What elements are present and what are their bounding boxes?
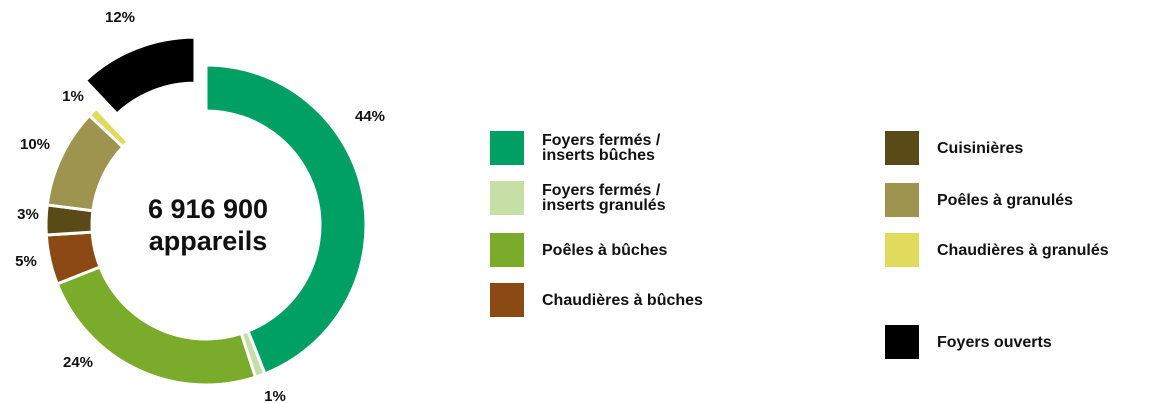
legend-swatch	[490, 283, 524, 317]
legend-item: Foyers fermés / inserts granulés	[490, 181, 712, 215]
donut-segment	[87, 106, 131, 150]
legend-item: Foyers fermés / inserts bûches	[490, 131, 712, 165]
legend-label: Foyers ouverts	[937, 333, 1052, 351]
legend-item: Poêles à bûches	[490, 233, 712, 267]
value-label: 1%	[264, 388, 286, 403]
legend-item: Cuisinières	[885, 131, 1158, 165]
legend-swatch	[490, 233, 524, 267]
value-label: 44%	[355, 108, 385, 125]
legend-item: Chaudières à bûches	[490, 283, 712, 317]
value-label: 1%	[62, 88, 84, 105]
value-label: 10%	[20, 136, 50, 153]
legend-swatch	[490, 181, 524, 215]
legend-label: Cuisinières	[937, 139, 1024, 157]
legend-label: Chaudières à bûches	[542, 291, 703, 309]
value-label: 12%	[105, 9, 135, 26]
legend-label: Poêles à bûches	[542, 241, 668, 259]
legend-label: Chaudières à granulés	[937, 241, 1109, 259]
donut-segment	[204, 63, 368, 376]
legend-swatch	[885, 131, 919, 165]
center-text: appareils	[149, 226, 268, 256]
center-text: 6 916 900	[148, 194, 268, 224]
donut-segment	[83, 35, 197, 117]
legend-label: Poêles à granulés	[937, 191, 1074, 209]
value-label: 3%	[17, 206, 39, 223]
value-label: 5%	[15, 253, 37, 270]
legend-label: Foyers fermés / inserts bûches	[542, 132, 661, 164]
legend-item: Foyers ouverts	[885, 325, 1158, 359]
legend-label: Foyers fermés / inserts granulés	[542, 182, 666, 214]
legend-item: Poêles à granulés	[885, 183, 1158, 217]
value-label: 24%	[63, 354, 93, 371]
legend-swatch	[885, 183, 919, 217]
legend-swatch	[885, 325, 919, 359]
legend-item: Chaudières à granulés	[885, 233, 1158, 267]
legend-swatch	[885, 233, 919, 267]
legend-swatch	[490, 131, 524, 165]
